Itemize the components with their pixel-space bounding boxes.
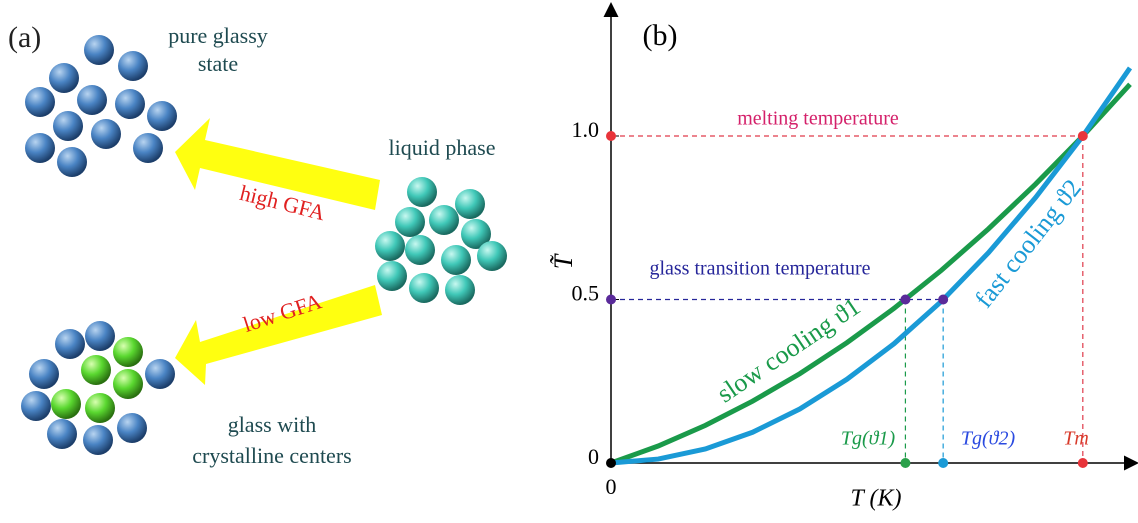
sphere — [441, 245, 471, 275]
sphere — [91, 119, 121, 149]
sphere — [405, 235, 435, 265]
sphere — [118, 51, 148, 81]
y-axis-label: T̃ — [549, 253, 578, 269]
sphere — [409, 273, 439, 303]
sphere — [117, 413, 147, 443]
sphere — [477, 241, 507, 271]
sphere — [115, 89, 145, 119]
sphere — [145, 359, 175, 389]
marker — [900, 458, 910, 468]
label: liquid phase — [389, 135, 496, 160]
sphere — [77, 85, 107, 115]
marker — [900, 294, 910, 304]
sphere — [455, 189, 485, 219]
sphere — [49, 63, 79, 93]
sphere — [53, 111, 83, 141]
sphere — [375, 231, 405, 261]
figure: (a) pure glassystate liquid phase high G… — [0, 0, 1138, 523]
page: {"panel_a":{"label":"(a)","pure":"pure g… — [0, 0, 1138, 523]
sphere — [25, 87, 55, 117]
label: crystalline centers — [192, 443, 351, 468]
sphere — [85, 393, 115, 423]
marker — [1078, 458, 1088, 468]
sphere — [445, 275, 475, 305]
sphere — [429, 205, 459, 235]
x-axis-label: T (K) — [851, 486, 902, 512]
sphere — [85, 321, 115, 351]
series-label: slow cooling ϑ1 — [712, 291, 866, 408]
x-tick-label: 0 — [606, 474, 617, 499]
sphere — [395, 207, 425, 237]
marker — [1078, 131, 1088, 141]
panel-b: 0 0.5 1.0 0 melting temperature glass transit… — [549, 5, 1136, 512]
sphere — [57, 147, 87, 177]
sphere — [83, 425, 113, 455]
y-tick-label: 1.0 — [572, 117, 600, 142]
sphere — [21, 391, 51, 421]
y-tick-label: 0.5 — [572, 281, 600, 306]
sphere — [84, 35, 114, 65]
annotation: Tg(ϑ2) — [961, 428, 1016, 450]
sphere — [133, 133, 163, 163]
sphere — [407, 177, 437, 207]
annotation: Tg(ϑ1) — [841, 428, 896, 450]
marker — [606, 458, 616, 468]
annotation: glass transition temperature — [649, 258, 870, 280]
label: glass with — [228, 412, 317, 437]
sphere — [29, 359, 59, 389]
y-tick-label: 0 — [588, 444, 599, 469]
sphere — [81, 355, 111, 385]
panel-label: (a) — [8, 21, 41, 54]
marker — [938, 294, 948, 304]
panel-label: (b) — [643, 19, 678, 52]
sphere — [377, 261, 407, 291]
annotation: melting temperature — [737, 108, 899, 130]
sphere — [147, 101, 177, 131]
sphere — [25, 133, 55, 163]
annotation: Tm — [1063, 428, 1089, 450]
sphere — [113, 369, 143, 399]
sphere — [51, 389, 81, 419]
sphere — [47, 419, 77, 449]
marker — [938, 458, 948, 468]
marker — [606, 294, 616, 304]
sphere — [113, 337, 143, 367]
sphere — [55, 329, 85, 359]
marker — [606, 131, 616, 141]
